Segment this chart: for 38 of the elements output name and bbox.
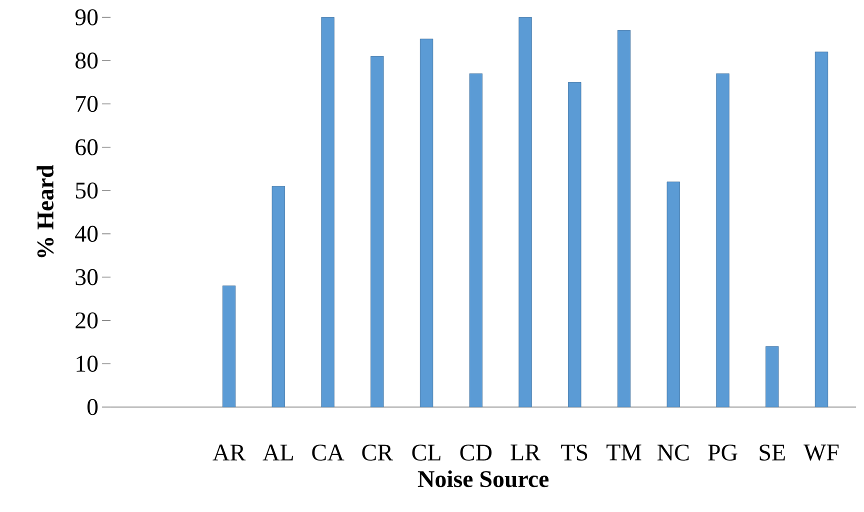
bar (568, 82, 582, 408)
bar (518, 17, 532, 408)
x-tick-label: TS (561, 444, 588, 461)
x-tick-label: CA (312, 444, 344, 461)
bar (766, 346, 779, 408)
y-tick-label: 80 (76, 52, 98, 69)
bar (666, 182, 680, 408)
x-tick-label: CR (362, 444, 394, 461)
y-axis-title: % Heard (36, 164, 54, 258)
x-tick-label: SE (760, 444, 785, 461)
bar (716, 73, 730, 408)
x-tick-label: NC (657, 444, 689, 461)
bar (272, 186, 285, 408)
x-axis-title: Noise Source (418, 470, 549, 488)
y-tick-label: 0 (87, 399, 98, 416)
bar (420, 38, 434, 408)
bar (814, 52, 828, 408)
y-tick-label: 70 (76, 96, 98, 112)
bar (321, 17, 334, 408)
y-tick-label: 10 (76, 356, 98, 372)
x-tick-label: PG (708, 444, 738, 461)
x-tick-label: TM (606, 444, 642, 460)
bar (222, 286, 236, 408)
y-tick-label: 20 (76, 312, 98, 329)
x-tick-label: CL (412, 444, 440, 461)
y-tick-label: 30 (76, 269, 98, 286)
bar (370, 56, 384, 408)
y-tick-label: 90 (75, 9, 98, 26)
y-tick-label: 60 (76, 139, 98, 156)
y-tick-label: 40 (75, 226, 98, 242)
bar (617, 30, 631, 408)
x-tick-label: LR (510, 444, 541, 460)
x-tick-label: AL (262, 444, 293, 460)
bar (469, 73, 482, 408)
x-tick-label: AR (212, 444, 246, 460)
x-tick-label: CD (460, 444, 492, 461)
y-tick-label: 50 (76, 182, 98, 199)
x-tick-label: WF (804, 444, 839, 461)
